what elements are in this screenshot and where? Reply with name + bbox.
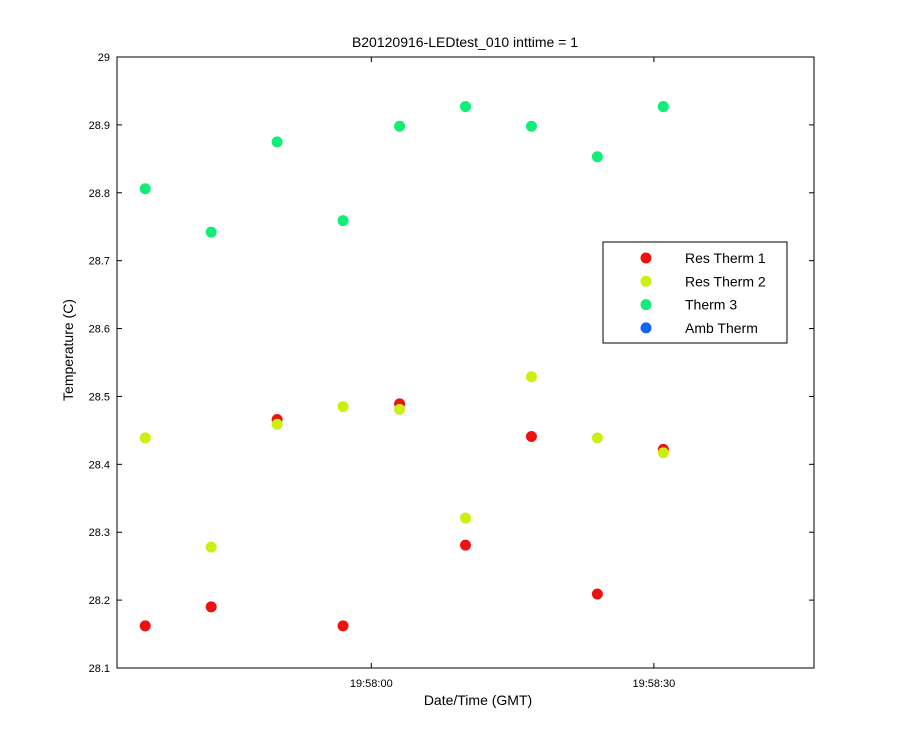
data-point bbox=[657, 447, 669, 459]
data-point bbox=[525, 120, 537, 132]
data-point bbox=[337, 620, 349, 632]
series-2 bbox=[139, 101, 669, 238]
y-tick-label: 28.3 bbox=[89, 527, 110, 539]
y-axis-ticks: 28.1 28.2 28.3 28.4 28.5 28.6 28.7 28.8 28.9 29 bbox=[89, 52, 814, 675]
legend-label: Res Therm 2 bbox=[685, 273, 766, 289]
data-point bbox=[139, 183, 151, 195]
data-point bbox=[271, 136, 283, 148]
data-point bbox=[205, 226, 217, 238]
data-point bbox=[394, 120, 406, 132]
data-point bbox=[139, 432, 151, 444]
legend-label: Amb Therm bbox=[685, 320, 758, 336]
data-point bbox=[337, 401, 349, 413]
y-tick-label: 28.6 bbox=[89, 324, 110, 336]
x-tick-label: 19:58:30 bbox=[632, 678, 675, 690]
legend: Res Therm 1 Res Therm 2 Therm 3 Amb Therm bbox=[602, 241, 788, 344]
data-point bbox=[139, 620, 151, 632]
data-point bbox=[525, 371, 537, 383]
x-tick-label: 19:58:00 bbox=[350, 678, 393, 690]
data-point bbox=[591, 151, 603, 163]
y-tick-label: 28.8 bbox=[89, 188, 110, 200]
data-point bbox=[591, 588, 603, 600]
legend-box bbox=[602, 241, 788, 344]
y-tick-label: 28.2 bbox=[89, 595, 110, 607]
data-markers bbox=[139, 101, 669, 632]
data-point bbox=[460, 539, 471, 551]
data-point bbox=[337, 215, 349, 227]
y-tick-label: 28.1 bbox=[89, 663, 110, 675]
data-point bbox=[205, 601, 217, 613]
legend-marker bbox=[640, 252, 652, 264]
x-axis-ticks: 19:58:00 19:58:30 bbox=[350, 57, 675, 690]
y-tick-label: 28.5 bbox=[89, 391, 110, 403]
data-point bbox=[394, 403, 406, 415]
legend-marker bbox=[640, 275, 652, 287]
y-tick-label: 28.9 bbox=[89, 120, 110, 132]
data-point bbox=[525, 430, 537, 442]
y-tick-label: 28.4 bbox=[89, 459, 110, 471]
series-1 bbox=[139, 371, 669, 553]
legend-label: Therm 3 bbox=[685, 297, 737, 313]
chart-title: B20120916-LEDtest_010 inttime = 1 bbox=[352, 34, 578, 50]
data-point bbox=[460, 101, 471, 113]
data-point bbox=[271, 418, 283, 430]
legend-marker bbox=[640, 322, 652, 334]
x-axis-label: Date/Time (GMT) bbox=[424, 692, 532, 708]
legend-marker bbox=[640, 299, 652, 311]
data-point bbox=[205, 541, 217, 553]
data-point bbox=[460, 512, 471, 524]
y-tick-label: 29 bbox=[98, 52, 110, 64]
plot-area bbox=[116, 56, 815, 669]
legend-label: Res Therm 1 bbox=[685, 250, 766, 266]
y-tick-label: 28.7 bbox=[89, 256, 110, 268]
data-point bbox=[657, 101, 669, 113]
data-point bbox=[591, 432, 603, 444]
y-axis-label: Temperature (C) bbox=[60, 299, 76, 401]
